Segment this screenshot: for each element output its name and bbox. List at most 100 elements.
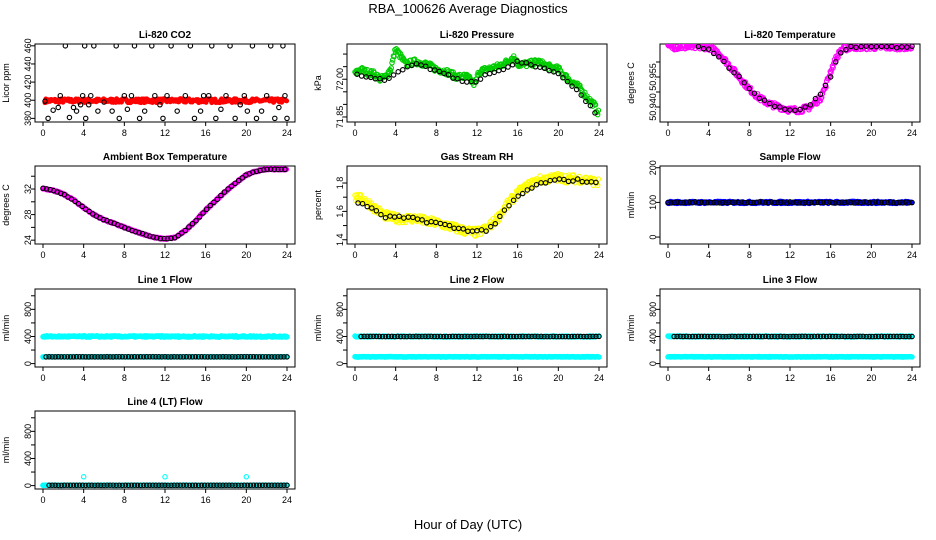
x-tick-label: 16	[201, 495, 211, 505]
data-point	[510, 333, 517, 340]
data-point	[782, 106, 788, 113]
data-point	[81, 44, 88, 49]
data-point	[903, 199, 909, 205]
x-tick-label: 4	[81, 373, 86, 383]
data-point	[805, 333, 812, 340]
y-tick-label: 0	[648, 235, 658, 240]
data-point	[759, 333, 766, 340]
data-point	[156, 354, 162, 360]
data-point	[808, 333, 815, 340]
data-point	[524, 187, 531, 193]
x-tick-label: 16	[513, 250, 523, 260]
data-point	[707, 199, 714, 206]
data-point	[157, 235, 164, 242]
data-point	[701, 199, 708, 205]
y-tick-label: 0	[648, 361, 658, 366]
x-tick-label: 20	[866, 373, 876, 383]
data-point	[455, 333, 462, 340]
data-point	[589, 175, 595, 182]
data-point	[354, 71, 360, 77]
data-point	[73, 482, 80, 489]
data-point	[900, 333, 906, 340]
data-point	[829, 200, 836, 206]
data-point	[553, 333, 560, 340]
data-point	[490, 216, 496, 222]
data-point	[143, 354, 150, 360]
plot-area	[352, 333, 602, 360]
data-point	[227, 44, 233, 49]
data-point	[680, 199, 686, 206]
data-point	[436, 68, 443, 75]
data-point	[67, 354, 74, 360]
data-point	[396, 213, 402, 220]
data-point	[498, 333, 505, 340]
x-tick-label: 4	[393, 250, 398, 260]
data-point	[751, 90, 758, 96]
data-point	[82, 115, 89, 122]
y-tick-label: 440	[23, 56, 33, 71]
data-point	[797, 106, 803, 113]
data-point	[361, 333, 367, 340]
x-tick-label: 0	[665, 128, 670, 138]
data-point	[698, 333, 705, 340]
data-point	[771, 103, 778, 110]
data-point	[555, 70, 562, 77]
panel-title: Li-820 Pressure	[440, 30, 515, 41]
data-point	[221, 189, 228, 195]
x-tick-label: 24	[594, 250, 604, 260]
x-tick-label: 16	[826, 373, 836, 383]
data-point	[796, 333, 802, 340]
data-point	[147, 233, 153, 239]
data-point	[276, 104, 282, 111]
series-1	[40, 333, 290, 340]
data-point	[756, 95, 763, 102]
data-point	[565, 333, 572, 340]
panel-title: Ambient Box Temperature	[103, 152, 228, 163]
data-point	[271, 166, 278, 173]
panel-title: Line 3 Flow	[763, 275, 818, 286]
series-1	[40, 166, 290, 243]
data-point	[128, 354, 135, 360]
data-point	[556, 333, 563, 340]
data-point	[197, 108, 204, 114]
data-point	[486, 333, 492, 340]
data-point	[280, 44, 286, 49]
data-point	[723, 333, 729, 340]
data-point	[550, 333, 556, 340]
data-point	[736, 73, 742, 80]
data-point	[43, 186, 50, 192]
data-point	[378, 211, 384, 218]
panel-title: Line 2 Flow	[450, 275, 505, 286]
y-tick-label: 400	[648, 329, 658, 344]
y-tick-label: 400	[335, 329, 345, 344]
y-axis-label: degrees C	[626, 62, 636, 104]
data-point	[113, 354, 119, 360]
data-point	[113, 482, 119, 489]
data-point	[205, 92, 212, 99]
data-point	[588, 176, 595, 182]
data-point	[354, 191, 360, 198]
data-point	[904, 44, 910, 50]
figure-title: RBA_100626 Average Diagnostics	[368, 1, 568, 16]
data-point	[244, 354, 251, 360]
data-point	[214, 196, 221, 203]
data-point	[137, 354, 144, 360]
data-point	[577, 333, 584, 340]
data-point	[700, 45, 707, 52]
data-point	[888, 44, 895, 50]
data-point	[741, 333, 747, 340]
data-point	[771, 333, 778, 340]
series-3	[671, 333, 915, 340]
x-tick-label: 4	[706, 373, 711, 383]
data-point	[61, 354, 68, 360]
data-point	[284, 115, 290, 122]
data-point	[875, 199, 882, 205]
data-point	[823, 333, 830, 340]
data-point	[284, 98, 290, 104]
data-point	[264, 166, 270, 173]
data-point	[529, 185, 535, 191]
data-point	[802, 199, 808, 206]
